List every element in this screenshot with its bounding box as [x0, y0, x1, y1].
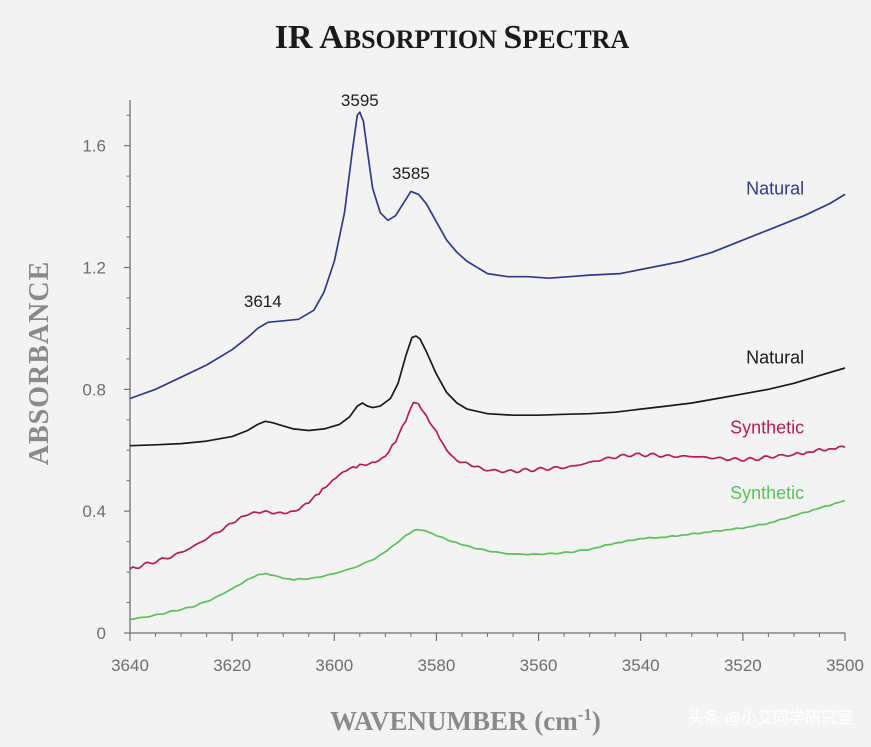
- x-tick-label: 3640: [111, 656, 149, 675]
- y-axis-label: ABSORBANCE: [24, 261, 55, 465]
- y-tick-label: 0: [97, 624, 106, 643]
- x-axis-label: WAVENUMBER (cm-1): [330, 705, 601, 736]
- x-tick-label: 3540: [622, 656, 660, 675]
- peak-annotations: 3614 3595 3585: [244, 91, 430, 311]
- x-tick-label: 3620: [213, 656, 251, 675]
- series-label: Synthetic: [730, 418, 804, 438]
- x-tick-label: 3500: [826, 656, 864, 675]
- series-label: Natural: [746, 178, 804, 198]
- y-tick-label: 1.6: [82, 137, 106, 156]
- series-label: Synthetic: [730, 483, 804, 503]
- title-part: BSORPTION: [344, 25, 504, 54]
- x-tick-label: 3560: [520, 656, 558, 675]
- peak-label: 3595: [341, 91, 379, 110]
- series-labels: Natural Natural Synthetic Synthetic: [730, 178, 804, 503]
- y-tick-label: 0.4: [82, 502, 106, 521]
- x-tick-label: 3600: [315, 656, 353, 675]
- axis-ticks: 0 0.4 0.8 1.2 1.6 3640 3620 3600 3580 3560 3540 352…: [82, 114, 864, 675]
- watermark: 头条 @小艾同学研究室: [688, 708, 853, 727]
- series-lines: [129, 111, 846, 621]
- title-part: A: [319, 19, 344, 56]
- series-line-natural: [129, 335, 846, 447]
- series-line-synthetic: [129, 499, 846, 621]
- series-line-synthetic: [129, 401, 846, 570]
- title-part: IR: [275, 19, 319, 56]
- peak-label: 3585: [392, 164, 430, 183]
- series-line-natural: [129, 111, 846, 400]
- title-part: PECTRA: [522, 25, 629, 54]
- x-tick-label: 3580: [418, 656, 456, 675]
- peak-label: 3614: [244, 292, 282, 311]
- x-tick-label: 3520: [724, 656, 762, 675]
- title-part: S: [503, 19, 522, 56]
- y-tick-label: 0.8: [82, 380, 106, 399]
- chart-title: IR ABSORPTION SPECTRA: [275, 19, 630, 56]
- series-label: Natural: [746, 347, 804, 367]
- y-tick-label: 1.2: [82, 259, 106, 278]
